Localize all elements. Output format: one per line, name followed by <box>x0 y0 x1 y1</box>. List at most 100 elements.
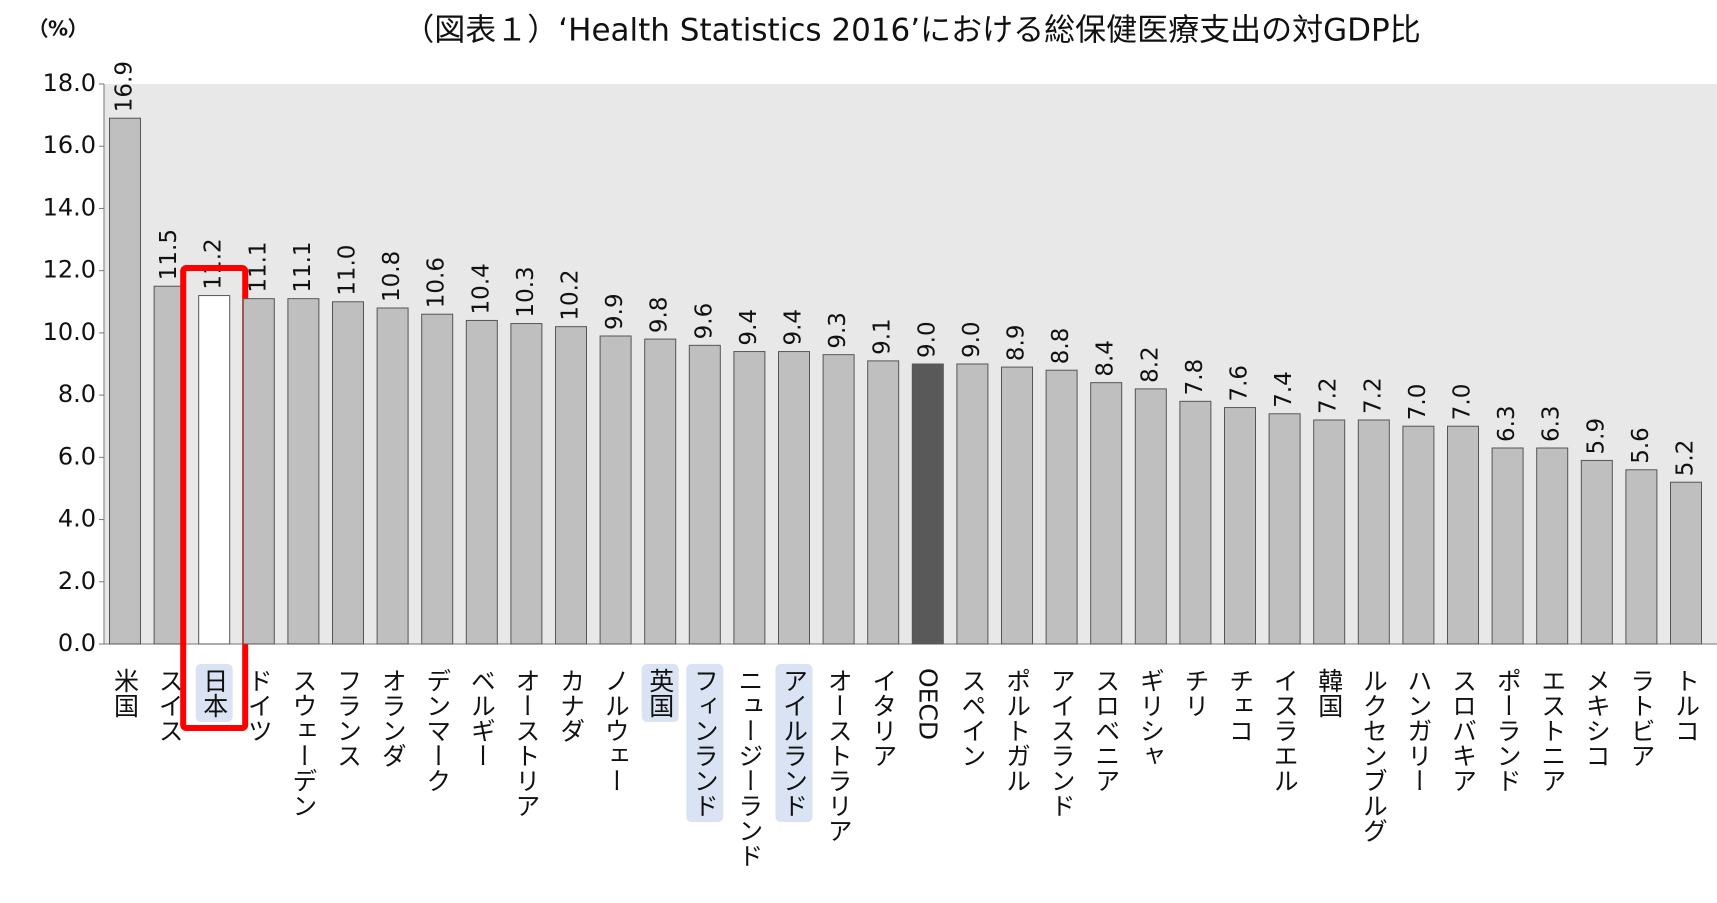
x-tick-label: OECD <box>913 668 942 740</box>
bar <box>421 313 454 645</box>
y-tick-label: 0.0 <box>58 629 96 657</box>
value-label: 9.8 <box>647 297 673 334</box>
x-tick-label: フランス <box>334 668 363 768</box>
value-label: 7.0 <box>1405 384 1431 421</box>
bar <box>242 298 275 645</box>
value-label: 16.9 <box>112 61 138 112</box>
x-tick-label: ベルギー <box>467 668 496 768</box>
value-label: 10.2 <box>558 269 584 320</box>
value-label: 10.6 <box>424 257 450 308</box>
value-label: 7.4 <box>1271 371 1297 408</box>
bar <box>109 117 141 645</box>
value-label: 10.8 <box>379 251 405 302</box>
value-label: 7.8 <box>1182 359 1208 396</box>
bar <box>956 363 989 645</box>
x-tick-label: ニュージーランド <box>735 668 764 868</box>
x-tick-label: スロベニア <box>1092 668 1121 793</box>
x-tick-label: カナダ <box>557 668 586 743</box>
value-label: 9.0 <box>959 321 985 358</box>
bar <box>867 360 900 645</box>
x-tick-label: オランダ <box>378 668 407 768</box>
value-label: 11.0 <box>335 245 361 296</box>
value-label: 9.1 <box>870 318 896 355</box>
bar <box>733 351 766 645</box>
bar <box>688 344 721 645</box>
bar <box>1536 447 1569 645</box>
y-tick-label: 10.0 <box>43 318 96 346</box>
value-label: 9.6 <box>691 303 717 340</box>
x-tick-label: スペイン <box>958 668 987 768</box>
y-tick-label: 14.0 <box>43 193 96 221</box>
bar <box>1134 388 1167 645</box>
value-label: 11.1 <box>245 241 271 292</box>
value-label: 8.8 <box>1048 328 1074 365</box>
x-tick-label: メキシコ <box>1582 668 1611 768</box>
y-tick-label: 8.0 <box>58 380 96 408</box>
x-tick-label: 韓国 <box>1315 668 1344 718</box>
x-tick-label: ルクセンブルグ <box>1359 668 1388 843</box>
bar <box>510 323 543 645</box>
x-tick-label: アイルランド <box>780 668 809 818</box>
x-tick-label: ラトビア <box>1627 668 1656 768</box>
bar <box>198 295 231 645</box>
x-tick-label: フィンランド <box>690 668 719 818</box>
value-label: 5.6 <box>1628 427 1654 464</box>
bar <box>1402 425 1435 645</box>
x-tick-label: スウェーデン <box>289 668 318 818</box>
value-label: 9.3 <box>825 312 851 349</box>
x-tick-label: エストニア <box>1538 668 1567 793</box>
y-tick-label: 12.0 <box>43 256 96 284</box>
y-tick-label: 6.0 <box>58 442 96 470</box>
x-tick-label: ノルウェー <box>601 668 630 793</box>
value-label: 9.4 <box>781 309 807 346</box>
value-label: 8.9 <box>1004 325 1030 362</box>
bar <box>1090 382 1123 645</box>
bar <box>1357 419 1390 645</box>
x-tick-label: ポルトガル <box>1003 668 1032 793</box>
value-label: 8.4 <box>1093 340 1119 377</box>
bar <box>911 363 944 645</box>
x-tick-label: デンマーク <box>423 668 452 793</box>
x-tick-label: スロバキア <box>1449 668 1478 793</box>
x-tick-label: ギリシャ <box>1136 668 1165 768</box>
value-label: 7.0 <box>1450 384 1476 421</box>
bar <box>1268 413 1301 645</box>
chart-title: （図表１）‘Health Statistics 2016’における総保健医療支出… <box>403 13 1420 49</box>
value-label: 9.9 <box>602 293 628 330</box>
label-highlight <box>195 664 233 722</box>
value-label: 5.9 <box>1583 418 1609 455</box>
label-highlight <box>775 664 813 822</box>
value-label: 9.4 <box>736 309 762 346</box>
x-tick-label: オーストラリア <box>824 668 853 843</box>
bar <box>644 338 677 645</box>
value-label: 7.2 <box>1360 377 1386 414</box>
value-label: 8.2 <box>1137 346 1163 383</box>
bar <box>332 301 364 645</box>
bar <box>555 326 587 645</box>
bar <box>1179 400 1212 645</box>
x-tick-label: 米国 <box>111 668 140 718</box>
bar <box>1045 369 1078 645</box>
value-label: 7.6 <box>1227 365 1253 402</box>
bar <box>376 307 409 645</box>
x-tick-label: ハンガリー <box>1404 668 1433 793</box>
value-label: 11.1 <box>290 241 316 292</box>
x-tick-label: アイスランド <box>1047 668 1076 818</box>
value-label: 10.3 <box>513 266 539 317</box>
bar <box>1224 407 1256 645</box>
bar <box>1001 366 1033 645</box>
y-tick-label: 16.0 <box>43 131 96 159</box>
x-tick-label: 英国 <box>646 668 675 718</box>
bar <box>599 335 632 645</box>
value-label: 5.2 <box>1673 440 1699 477</box>
highlight-layer <box>195 664 813 822</box>
x-tick-label: チェコ <box>1226 668 1255 743</box>
value-label: 6.3 <box>1539 405 1565 442</box>
x-tick-label: イタリア <box>869 668 898 768</box>
y-unit: （%） <box>28 17 88 41</box>
value-label: 7.2 <box>1316 377 1342 414</box>
bar <box>1625 469 1658 645</box>
bar <box>153 285 186 645</box>
